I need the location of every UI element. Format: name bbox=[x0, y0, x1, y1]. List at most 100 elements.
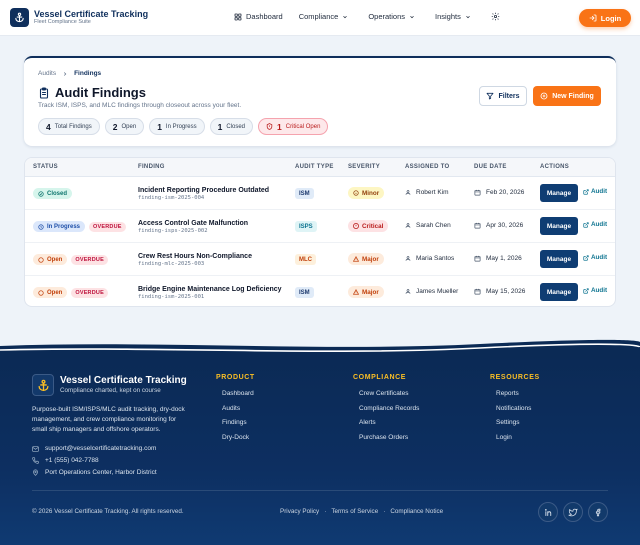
clipboard-icon bbox=[39, 86, 49, 99]
shield-alert-icon bbox=[266, 123, 273, 130]
footer-col-resources: RESOURCES Reports Notifications Settings… bbox=[490, 374, 540, 448]
linkedin-icon[interactable] bbox=[538, 502, 558, 522]
col-status[interactable]: STATUS bbox=[33, 164, 58, 170]
stat-in-progress-count: 1 bbox=[157, 121, 162, 132]
external-link-icon bbox=[583, 188, 589, 195]
footer-link-findings[interactable]: Findings bbox=[222, 419, 247, 426]
nav-operations[interactable]: Operations bbox=[368, 12, 419, 21]
footer-col-product: PRODUCT Dashboard Audits Findings Dry-Do… bbox=[216, 374, 255, 448]
severity-label: Major bbox=[362, 288, 379, 296]
footer-link-compliance-records[interactable]: Compliance Records bbox=[359, 404, 420, 412]
privacy-policy-link[interactable]: Privacy Policy bbox=[280, 508, 320, 515]
compliance-notice-link[interactable]: Compliance Notice bbox=[390, 508, 444, 515]
col-audit-type[interactable]: AUDIT TYPE bbox=[295, 164, 334, 170]
audit-link[interactable]: Audit bbox=[583, 254, 607, 261]
user-icon bbox=[405, 190, 411, 195]
user-icon bbox=[405, 256, 411, 261]
manage-button[interactable]: Manage bbox=[540, 217, 578, 235]
status-label: Open bbox=[47, 256, 63, 263]
findings-header-card: Audits Findings Audit Findings Track ISM… bbox=[24, 56, 616, 146]
nav-insights-label: Insights bbox=[435, 12, 461, 21]
footer-link-dry-dock[interactable]: Dry-Dock bbox=[222, 433, 250, 441]
filters-button[interactable]: Filters bbox=[479, 86, 527, 106]
plus-circle-icon bbox=[540, 92, 548, 100]
phone-icon bbox=[32, 457, 39, 464]
mail-icon bbox=[32, 445, 39, 452]
nav-compliance[interactable]: Compliance bbox=[299, 12, 353, 21]
filters-label: Filters bbox=[498, 92, 520, 100]
table-row[interactable]: Closed Incident Reporting Procedure Outd… bbox=[25, 177, 615, 210]
chevron-right-icon bbox=[64, 71, 67, 76]
finding-id: finding-ism-2025-001 bbox=[138, 294, 205, 300]
legal-separator: · bbox=[324, 508, 327, 515]
manage-button[interactable]: Manage bbox=[540, 250, 578, 268]
severity-label: Critical bbox=[362, 222, 384, 230]
nav-dashboard[interactable]: Dashboard bbox=[234, 12, 283, 21]
footer-tagline: Compliance charted, kept on course bbox=[60, 387, 161, 394]
stat-total[interactable]: 4 Total Findings bbox=[38, 118, 100, 135]
stat-total-label: Total Findings bbox=[54, 123, 92, 130]
user-icon bbox=[405, 223, 411, 228]
footer-brand[interactable]: Vessel Certificate Tracking Compliance c… bbox=[32, 374, 187, 396]
footer-link-audits[interactable]: Audits bbox=[222, 404, 241, 412]
audit-link-label: Audit bbox=[591, 254, 608, 261]
finding-title[interactable]: Access Control Gate Malfunction bbox=[138, 220, 249, 227]
status-label: Open bbox=[47, 289, 63, 296]
status-badge: Open bbox=[33, 287, 68, 298]
footer-link-login[interactable]: Login bbox=[496, 433, 512, 441]
facebook-icon[interactable] bbox=[588, 502, 608, 522]
status-badge: In Progress bbox=[33, 221, 86, 232]
footer-link-notifications[interactable]: Notifications bbox=[496, 404, 532, 412]
manage-button[interactable]: Manage bbox=[540, 184, 578, 202]
stat-closed[interactable]: 1 Closed bbox=[209, 118, 254, 135]
footer-link-settings[interactable]: Settings bbox=[496, 419, 520, 426]
calendar-icon bbox=[474, 189, 481, 196]
col-severity[interactable]: SEVERITY bbox=[348, 164, 381, 170]
col-assigned-to[interactable]: ASSIGNED TO bbox=[405, 164, 450, 170]
login-button[interactable]: Login bbox=[579, 9, 631, 27]
audit-link[interactable]: Audit bbox=[583, 221, 607, 228]
overdue-badge: OVERDUE bbox=[71, 287, 108, 298]
footer-link-purchase-orders[interactable]: Purchase Orders bbox=[359, 433, 409, 441]
page-subtitle: Track ISM, ISPS, and MLC findings throug… bbox=[38, 102, 242, 109]
login-label: Login bbox=[600, 13, 622, 23]
terms-of-service-link[interactable]: Terms of Service bbox=[331, 508, 379, 515]
footer-link-dashboard[interactable]: Dashboard bbox=[222, 390, 254, 397]
table-row[interactable]: In Progress OVERDUE Access Control Gate … bbox=[25, 210, 615, 243]
audit-link[interactable]: Audit bbox=[583, 188, 607, 195]
stat-in-progress[interactable]: 1 In Progress bbox=[149, 118, 205, 135]
footer-copyright: © 2026 Vessel Certificate Tracking. All … bbox=[32, 508, 184, 515]
stat-critical-open[interactable]: 1 Critical Open bbox=[258, 118, 329, 135]
chevron-down-icon bbox=[343, 15, 348, 18]
check-circle-icon bbox=[38, 190, 44, 197]
map-pin-icon bbox=[33, 469, 38, 476]
finding-title[interactable]: Crew Rest Hours Non-Compliance bbox=[138, 253, 252, 260]
footer-link-alerts[interactable]: Alerts bbox=[359, 419, 376, 426]
twitter-icon[interactable] bbox=[563, 502, 583, 522]
gear-icon bbox=[491, 12, 500, 21]
footer-phone[interactable]: +1 (555) 042-7788 bbox=[32, 457, 99, 464]
col-finding[interactable]: FINDING bbox=[138, 164, 165, 170]
nav-insights[interactable]: Insights bbox=[435, 12, 475, 21]
circle-icon bbox=[38, 256, 44, 263]
finding-id: finding-mlc-2025-003 bbox=[138, 261, 205, 267]
table-row[interactable]: Open OVERDUE Bridge Engine Maintenance L… bbox=[25, 276, 615, 306]
audit-link[interactable]: Audit bbox=[583, 287, 607, 294]
new-finding-label: New Finding bbox=[552, 92, 594, 100]
finding-title[interactable]: Bridge Engine Maintenance Log Deficiency bbox=[138, 286, 282, 293]
table-row[interactable]: Open OVERDUE Crew Rest Hours Non-Complia… bbox=[25, 243, 615, 276]
footer-email[interactable]: support@vesselcertificatetracking.com bbox=[32, 445, 156, 452]
footer-link-reports[interactable]: Reports bbox=[496, 390, 519, 397]
col-due-date[interactable]: DUE DATE bbox=[474, 164, 507, 170]
col-actions: ACTIONS bbox=[540, 164, 570, 170]
manage-button[interactable]: Manage bbox=[540, 283, 578, 301]
nav-operations-label: Operations bbox=[368, 12, 405, 21]
breadcrumb-audits[interactable]: Audits bbox=[38, 70, 57, 77]
stat-open[interactable]: 2 Open bbox=[104, 118, 145, 135]
brand[interactable]: Vessel Certificate Tracking Fleet Compli… bbox=[10, 8, 148, 27]
new-finding-button[interactable]: New Finding bbox=[533, 86, 601, 106]
footer-link-crew-certificates[interactable]: Crew Certificates bbox=[359, 390, 409, 397]
top-navbar: Vessel Certificate Tracking Fleet Compli… bbox=[0, 0, 640, 36]
settings-button[interactable] bbox=[491, 12, 504, 21]
finding-title[interactable]: Incident Reporting Procedure Outdated bbox=[138, 187, 270, 194]
